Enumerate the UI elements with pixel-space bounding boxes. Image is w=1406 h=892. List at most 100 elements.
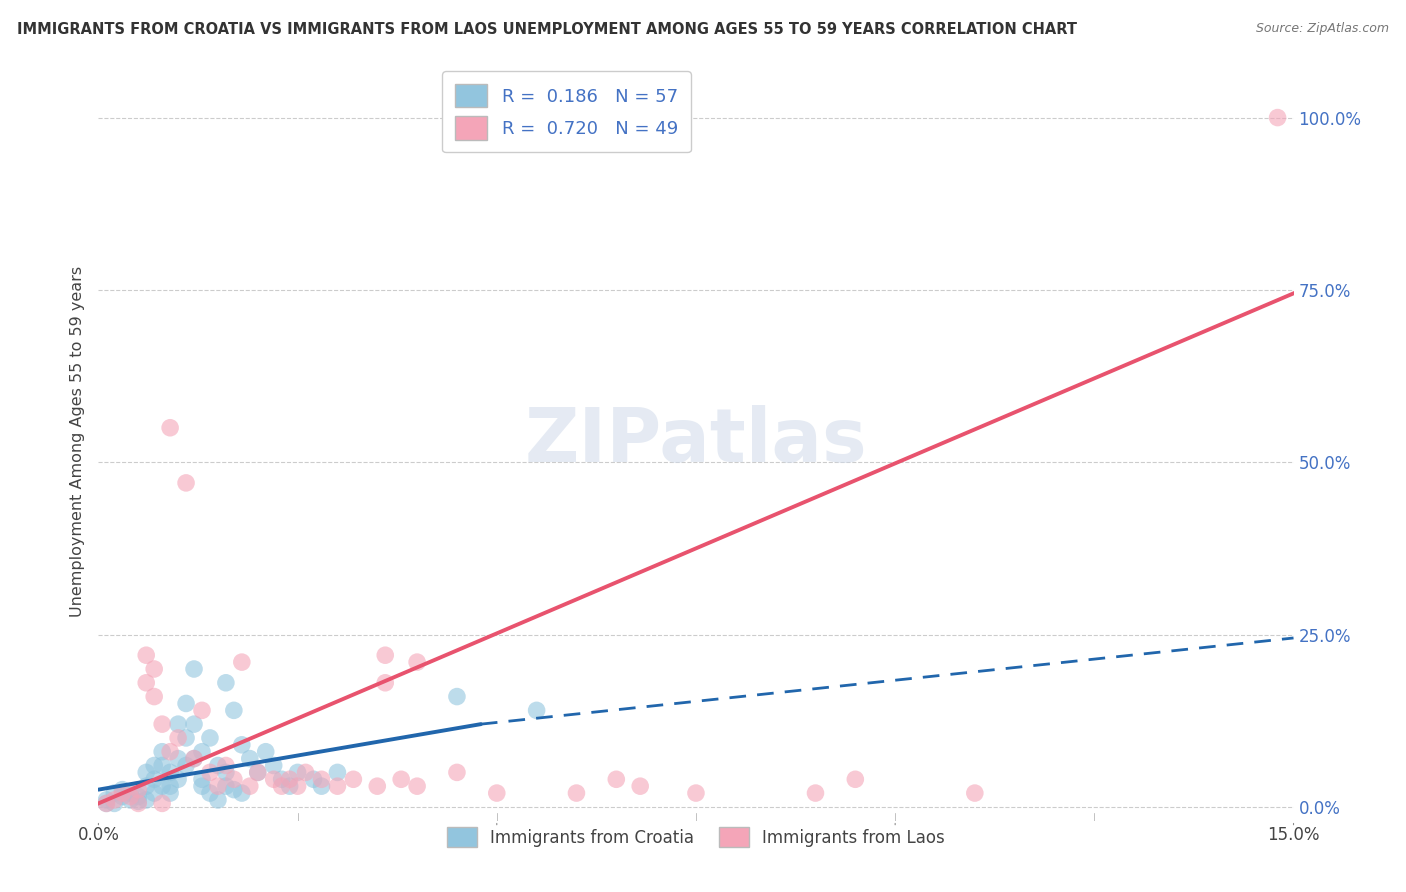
Point xyxy=(167,717,190,731)
Point xyxy=(628,779,651,793)
Point xyxy=(374,675,396,690)
Point xyxy=(215,765,238,780)
Point xyxy=(302,772,325,787)
Point xyxy=(198,786,221,800)
Point xyxy=(183,751,205,765)
Point xyxy=(239,751,262,765)
Point xyxy=(278,772,301,787)
Point xyxy=(278,779,301,793)
Point xyxy=(159,745,181,759)
Point xyxy=(685,786,707,800)
Point xyxy=(366,779,388,793)
Point xyxy=(270,779,292,793)
Point xyxy=(135,765,157,780)
Point xyxy=(246,765,269,780)
Point xyxy=(222,782,245,797)
Point xyxy=(326,779,349,793)
Point xyxy=(183,717,205,731)
Point xyxy=(127,782,149,797)
Point xyxy=(246,765,269,780)
Point xyxy=(120,793,142,807)
Point xyxy=(174,731,197,745)
Point xyxy=(222,772,245,787)
Point xyxy=(565,786,588,800)
Point xyxy=(96,793,118,807)
Point xyxy=(485,786,508,800)
Point xyxy=(605,772,627,787)
Point xyxy=(143,758,166,772)
Point xyxy=(111,789,134,804)
Point xyxy=(207,793,229,807)
Point xyxy=(150,717,173,731)
Point xyxy=(231,655,253,669)
Text: IMMIGRANTS FROM CROATIA VS IMMIGRANTS FROM LAOS UNEMPLOYMENT AMONG AGES 55 TO 59: IMMIGRANTS FROM CROATIA VS IMMIGRANTS FR… xyxy=(17,22,1077,37)
Point xyxy=(191,745,214,759)
Legend: Immigrants from Croatia, Immigrants from Laos: Immigrants from Croatia, Immigrants from… xyxy=(440,821,952,854)
Point xyxy=(167,772,190,787)
Point xyxy=(159,421,181,435)
Point xyxy=(406,655,429,669)
Point xyxy=(143,662,166,676)
Point xyxy=(254,745,277,759)
Point xyxy=(446,690,468,704)
Point xyxy=(96,797,118,811)
Point xyxy=(135,779,157,793)
Point xyxy=(222,703,245,717)
Point xyxy=(374,648,396,663)
Point xyxy=(135,793,157,807)
Point xyxy=(167,731,190,745)
Point xyxy=(167,751,190,765)
Point xyxy=(120,786,142,800)
Point xyxy=(804,786,827,800)
Point xyxy=(111,782,134,797)
Point xyxy=(215,758,238,772)
Point xyxy=(239,779,262,793)
Point xyxy=(103,786,125,800)
Text: Source: ZipAtlas.com: Source: ZipAtlas.com xyxy=(1256,22,1389,36)
Text: ZIPatlas: ZIPatlas xyxy=(524,405,868,478)
Point xyxy=(389,772,412,787)
Point xyxy=(198,731,221,745)
Point xyxy=(294,765,316,780)
Point xyxy=(844,772,866,787)
Point xyxy=(526,703,548,717)
Point xyxy=(963,786,986,800)
Point xyxy=(143,772,166,787)
Point xyxy=(143,786,166,800)
Point xyxy=(127,797,149,811)
Point xyxy=(150,758,173,772)
Point xyxy=(231,786,253,800)
Point xyxy=(96,797,118,811)
Point xyxy=(263,758,285,772)
Point xyxy=(311,772,333,787)
Point xyxy=(183,662,205,676)
Point xyxy=(159,765,181,780)
Point xyxy=(159,779,181,793)
Point xyxy=(231,738,253,752)
Point xyxy=(207,779,229,793)
Point xyxy=(135,648,157,663)
Point xyxy=(143,690,166,704)
Point xyxy=(103,793,125,807)
Point xyxy=(127,794,149,808)
Point xyxy=(263,772,285,787)
Point xyxy=(287,779,309,793)
Point xyxy=(103,797,125,811)
Point xyxy=(342,772,364,787)
Point xyxy=(1267,111,1289,125)
Y-axis label: Unemployment Among Ages 55 to 59 years: Unemployment Among Ages 55 to 59 years xyxy=(69,266,84,617)
Point xyxy=(120,789,142,804)
Point xyxy=(111,786,134,800)
Point xyxy=(127,789,149,804)
Point xyxy=(150,745,173,759)
Point xyxy=(198,765,221,780)
Point xyxy=(287,765,309,780)
Point xyxy=(326,765,349,780)
Point xyxy=(191,779,214,793)
Point xyxy=(270,772,292,787)
Point xyxy=(191,772,214,787)
Point xyxy=(174,697,197,711)
Point xyxy=(150,779,173,793)
Point xyxy=(215,779,238,793)
Point xyxy=(174,758,197,772)
